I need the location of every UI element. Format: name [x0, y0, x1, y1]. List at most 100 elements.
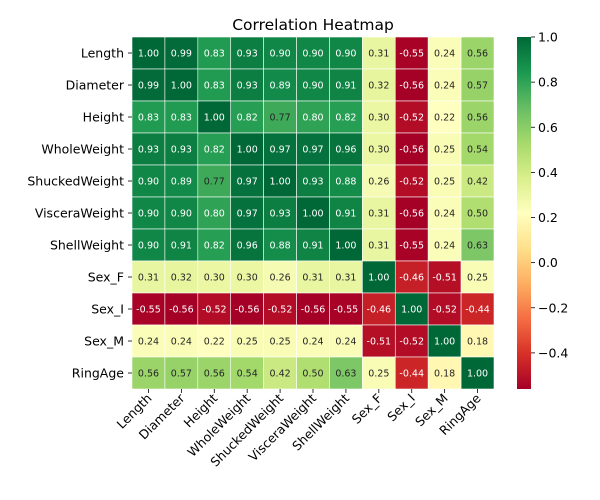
- cell-value-label: 0.25: [434, 145, 455, 156]
- heatmap-cell: [329, 228, 363, 262]
- column-labels: LengthDiameterHeightWholeWeightShuckedWe…: [113, 389, 484, 469]
- cell-value-label: -0.56: [399, 209, 424, 220]
- cell-value-label: 0.83: [138, 113, 159, 124]
- cell-value-label: 0.56: [467, 113, 488, 124]
- heatmap-cell: [329, 260, 363, 294]
- heatmap-cell: [263, 68, 297, 102]
- cell-value-label: -0.55: [399, 241, 424, 252]
- heatmap-cell: [460, 196, 495, 230]
- cell-value-label: 0.91: [302, 241, 323, 252]
- cell-value-label: 0.54: [237, 369, 258, 380]
- chart-title: Correlation Heatmap: [232, 16, 394, 34]
- cell-value-label: -0.51: [367, 337, 392, 348]
- cell-value-label: 0.91: [335, 209, 356, 220]
- heatmap-cell: [362, 324, 396, 358]
- heatmap-cell: [362, 68, 396, 102]
- heatmap-cell: [296, 68, 330, 102]
- heatmap-cell: [329, 68, 363, 102]
- heatmap-cell: [197, 356, 232, 390]
- cell-value-label: 0.93: [171, 145, 192, 156]
- cell-value-label: 0.30: [237, 273, 258, 284]
- heatmap-cell: [427, 164, 462, 198]
- heatmap-cell: [197, 68, 232, 102]
- cell-value-label: 1.00: [171, 81, 192, 92]
- heatmap-cell: [394, 196, 429, 230]
- row-label: Sex_I: [91, 302, 124, 317]
- cell-value-label: 1.00: [335, 241, 356, 252]
- cell-value-label: 0.57: [171, 369, 192, 380]
- heatmap-cell: [427, 260, 462, 294]
- cell-value-label: 0.26: [368, 177, 389, 188]
- cell-value-label: 0.22: [204, 337, 225, 348]
- cell-value-label: 0.30: [368, 145, 389, 156]
- heatmap-cell: [394, 164, 429, 198]
- colorbar-ticks: 1.0 0.8 0.6 0.4 0.2 0.0 −0.2 −0.4: [531, 30, 568, 360]
- heatmap-cell: [296, 100, 330, 134]
- colorbar: [517, 37, 531, 389]
- heatmap-cell: [394, 292, 429, 326]
- cell-value-label: 1.00: [270, 177, 291, 188]
- cell-value-label: 0.31: [335, 273, 356, 284]
- cell-value-label: 0.50: [302, 369, 323, 380]
- cell-value-label: 0.90: [270, 49, 291, 60]
- heatmap-cell: [197, 324, 232, 358]
- cell-value-label: -0.52: [202, 305, 227, 316]
- cell-value-label: 0.24: [434, 209, 455, 220]
- colorbar-tick-label: 0.6: [538, 120, 558, 135]
- heatmap-cell: [164, 164, 199, 198]
- heatmap-cell: [362, 356, 396, 390]
- cell-value-label: -0.52: [268, 305, 293, 316]
- heatmap-cell: [296, 260, 330, 294]
- heatmap-cell: [329, 292, 363, 326]
- cell-value-label: 1.00: [302, 209, 323, 220]
- cell-value-label: -0.56: [399, 145, 424, 156]
- row-label: Sex_M: [84, 334, 124, 349]
- cell-value-label: 0.99: [138, 81, 159, 92]
- cell-value-label: 0.42: [270, 369, 291, 380]
- cell-value-label: 0.31: [368, 209, 389, 220]
- cell-value-label: -0.51: [432, 273, 457, 284]
- cell-value-label: -0.44: [399, 369, 424, 380]
- cell-value-label: 0.80: [204, 209, 225, 220]
- heatmap-cell: [362, 228, 396, 262]
- heatmap-cell: [460, 68, 495, 102]
- heatmap-cell: [296, 132, 330, 166]
- row-label: WholeWeight: [41, 142, 124, 157]
- cell-value-label: 1.00: [434, 337, 455, 348]
- cell-value-label: 0.24: [434, 49, 455, 60]
- cell-value-label: 0.90: [335, 49, 356, 60]
- cell-value-label: 0.82: [237, 113, 258, 124]
- heatmap-cell: [296, 36, 330, 70]
- cell-value-label: 0.32: [171, 273, 192, 284]
- heatmap-cell: [427, 356, 462, 390]
- cell-value-label: 0.63: [467, 241, 488, 252]
- cell-value-label: 0.90: [138, 209, 159, 220]
- heatmap-cell: [131, 164, 166, 198]
- cell-value-label: 1.00: [401, 305, 422, 316]
- cell-value-label: 0.77: [270, 113, 291, 124]
- heatmap-cell: [164, 260, 199, 294]
- cell-value-label: 0.31: [368, 241, 389, 252]
- cell-value-label: 0.24: [302, 337, 323, 348]
- cell-value-label: 0.18: [467, 337, 488, 348]
- cell-value-label: 0.56: [138, 369, 159, 380]
- heatmap-cell: [460, 100, 495, 134]
- heatmap-cell: [329, 164, 363, 198]
- cell-value-label: 0.24: [434, 81, 455, 92]
- cell-value-label: 1.00: [237, 145, 258, 156]
- cell-value-label: 0.88: [270, 241, 291, 252]
- heatmap-cell: [197, 164, 232, 198]
- cell-value-label: 0.24: [335, 337, 356, 348]
- heatmap-cell: [230, 324, 264, 358]
- cell-value-label: 0.90: [138, 177, 159, 188]
- cell-value-label: 0.89: [270, 81, 291, 92]
- cell-value-label: 0.93: [237, 81, 258, 92]
- cell-value-label: 0.82: [204, 145, 225, 156]
- row-labels: Length Diameter Height WholeWeight ShuckedWe…: [27, 46, 132, 381]
- heatmap-cell: [362, 36, 396, 70]
- colorbar-tick-label: 0.4: [538, 165, 558, 180]
- cell-value-label: 0.56: [204, 369, 225, 380]
- heatmap-cell: [427, 68, 462, 102]
- cell-value-label: 0.18: [434, 369, 455, 380]
- heatmap-cell: [263, 100, 297, 134]
